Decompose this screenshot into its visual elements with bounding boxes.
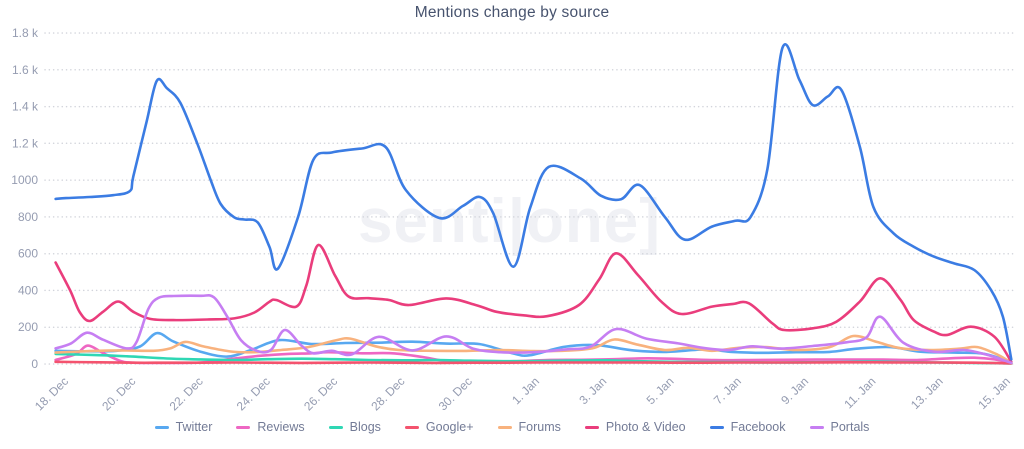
legend-item-twitter[interactable]: Twitter [154,420,213,434]
legend-label-facebook: Facebook [730,420,786,434]
x-tick-label-28-dec: 28. Dec [368,374,407,413]
legend-dash-icon-forums [497,425,512,429]
series-line-facebook [54,43,1013,361]
legend-label-reviews: Reviews [257,420,305,434]
series-line-photo-video [54,243,1013,364]
y-tick-label-1800: 1.8 k [12,26,39,40]
y-tick-label-1600: 1.6 k [12,63,39,77]
legend-dash-icon-google [404,425,419,429]
legend-label-photo-video: Photo & Video [605,420,686,434]
legend-item-blogs[interactable]: Blogs [328,420,381,434]
y-tick-label-1000: 1000 [11,173,38,187]
legend-label-google: Google+ [425,420,474,434]
legend-dash-icon-facebook [709,425,724,429]
y-tick-label-1200: 1.2 k [12,136,39,150]
x-tick-label-1-jan: 1. Jan [509,374,542,407]
x-tick-label-3-jan: 3. Jan [576,374,609,407]
legend-item-forums[interactable]: Forums [497,420,561,434]
legend-dash-icon-photo-video [584,425,599,429]
x-tick-label-26-dec: 26. Dec [301,374,340,413]
legend-label-twitter: Twitter [175,420,213,434]
legend-item-facebook[interactable]: Facebook [709,420,786,434]
x-tick-label-5-jan: 5. Jan [644,374,677,407]
legend-label-portals: Portals [830,420,870,434]
legend-item-photo-video[interactable]: Photo & Video [584,420,686,434]
legend-label-blogs: Blogs [349,420,381,434]
legend-dash-icon-reviews [236,425,251,429]
x-tick-label-9-jan: 9. Jan [778,374,811,407]
legend-dash-icon-portals [809,425,824,429]
x-tick-label-24-dec: 24. Dec [234,374,273,413]
x-tick-label-22-dec: 22. Dec [167,374,206,413]
chart-legend: Twitter Reviews Blogs Google+ Forums Photo & … [0,420,1024,434]
x-tick-label-7-jan: 7. Jan [711,374,744,407]
legend-item-portals[interactable]: Portals [809,420,870,434]
legend-dash-icon-twitter [154,425,169,429]
x-tick-label-20-dec: 20. Dec [99,374,138,413]
legend-label-forums: Forums [518,420,561,434]
y-tick-label-0: 0 [31,357,38,371]
x-tick-label-11-jan: 11. Jan [841,374,878,411]
series-line-google [54,360,1013,365]
series-line-portals [54,294,1013,365]
legend-dash-icon-blogs [328,425,343,429]
chart-title: Mentions change by source [414,4,610,21]
x-tick-label-13-jan: 13. Jan [908,374,946,412]
y-tick-label-800: 800 [18,210,38,224]
y-tick-label-600: 600 [18,247,38,261]
legend-item-google[interactable]: Google+ [404,420,474,434]
x-tick-label-30-dec: 30. Dec [436,374,475,413]
legend-item-reviews[interactable]: Reviews [236,420,305,434]
y-tick-label-400: 400 [18,283,38,297]
y-tick-label-200: 200 [18,320,38,334]
x-tick-label-15-jan: 15. Jan [975,374,1013,412]
x-tick-label-18-dec: 18. Dec [32,374,71,413]
y-tick-label-1400: 1.4 k [12,100,39,114]
